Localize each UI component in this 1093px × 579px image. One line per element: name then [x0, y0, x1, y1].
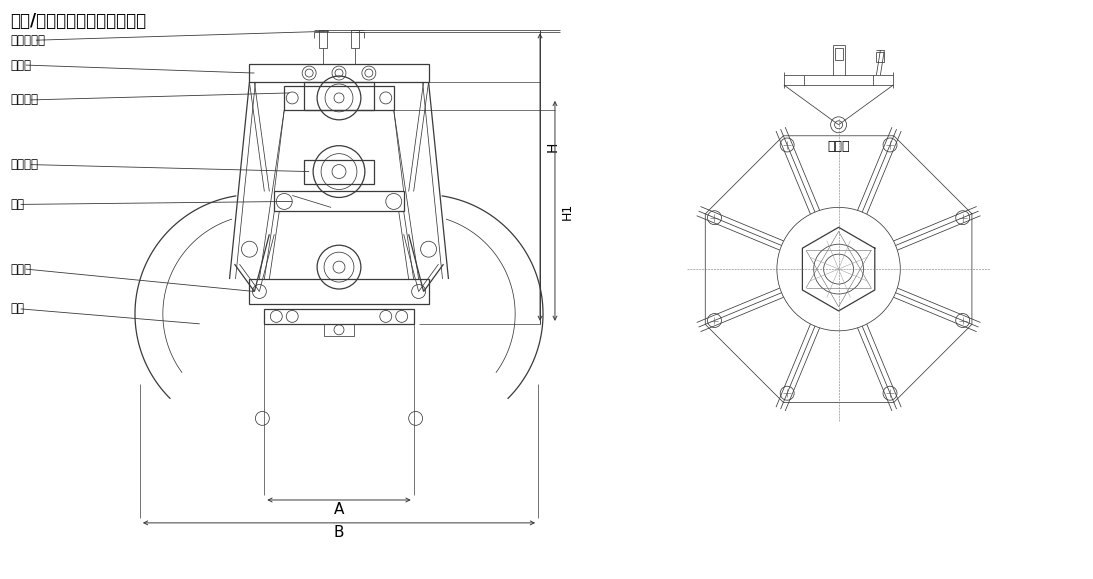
Text: 提升平衡梁: 提升平衡梁	[11, 34, 46, 47]
Text: B: B	[333, 525, 344, 540]
Text: H1: H1	[561, 202, 574, 219]
Bar	[284, 86, 393, 110]
Bar	[274, 192, 403, 211]
Bar	[265, 309, 413, 324]
Text: 上承梁: 上承梁	[11, 58, 32, 72]
Bar	[351, 30, 359, 48]
Bar	[877, 52, 884, 62]
Text: 四绳/双绳多瓣抓斗外形尺寸图: 四绳/双绳多瓣抓斗外形尺寸图	[11, 12, 146, 30]
Text: 下承梁: 下承梁	[11, 263, 32, 276]
Text: H: H	[546, 142, 560, 152]
Bar	[249, 279, 428, 304]
Bar	[319, 30, 327, 48]
Bar	[304, 160, 374, 184]
Bar	[835, 48, 843, 60]
Bar	[324, 324, 354, 336]
Bar	[249, 64, 428, 82]
Bar	[304, 82, 374, 110]
Text: 平衡架: 平衡架	[827, 140, 850, 153]
Text: 撑杆: 撑杆	[11, 198, 24, 211]
Text: 斗瓣: 斗瓣	[11, 302, 24, 316]
Text: 上滑轮组: 上滑轮组	[11, 93, 38, 107]
Text: A: A	[333, 503, 344, 518]
Text: 下滑轮组: 下滑轮组	[11, 158, 38, 171]
